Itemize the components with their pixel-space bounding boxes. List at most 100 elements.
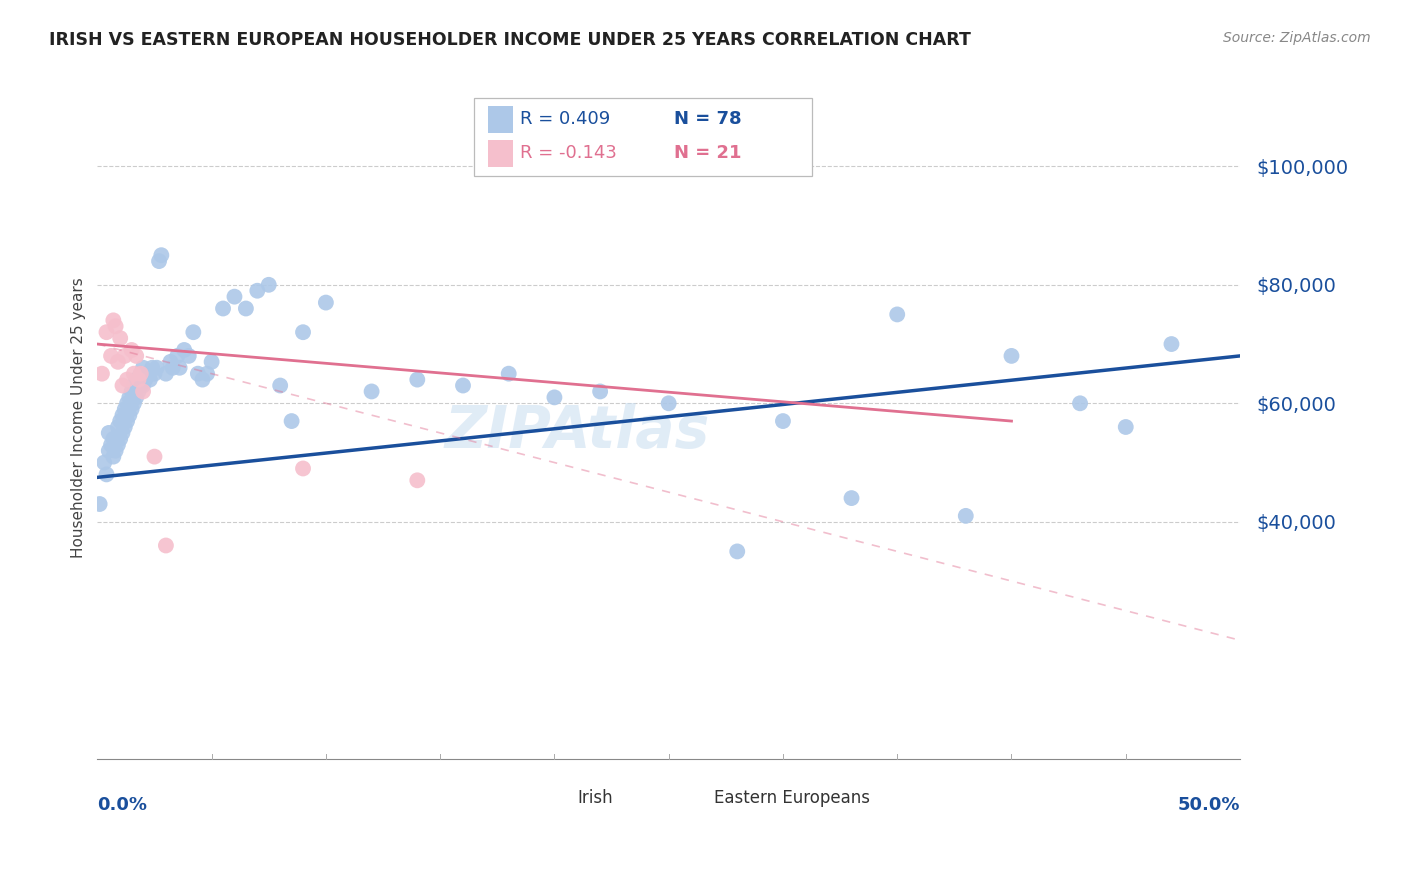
- Point: [183, 325, 205, 339]
- Point: [100, 438, 122, 452]
- Point: [104, 443, 127, 458]
- Point: [132, 378, 155, 392]
- Point: [134, 373, 156, 387]
- Point: [543, 390, 565, 404]
- Point: [1115, 420, 1137, 434]
- Point: [166, 349, 188, 363]
- Point: [132, 360, 155, 375]
- Point: [451, 378, 474, 392]
- Point: [589, 384, 612, 399]
- Point: [886, 307, 908, 321]
- Point: [115, 396, 138, 410]
- Point: [360, 384, 382, 399]
- Point: [498, 367, 520, 381]
- Point: [269, 378, 291, 392]
- Point: [150, 248, 173, 262]
- Point: [224, 290, 246, 304]
- Text: N = 78: N = 78: [675, 110, 742, 128]
- Point: [90, 367, 112, 381]
- Point: [122, 367, 145, 381]
- Point: [658, 396, 681, 410]
- Text: R = 0.409: R = 0.409: [520, 110, 610, 128]
- Point: [122, 378, 145, 392]
- Point: [104, 319, 127, 334]
- Point: [280, 414, 302, 428]
- Point: [114, 349, 136, 363]
- Point: [125, 349, 148, 363]
- Point: [93, 456, 115, 470]
- Point: [1000, 349, 1022, 363]
- Point: [89, 497, 111, 511]
- Point: [212, 301, 235, 316]
- Point: [141, 360, 163, 375]
- Point: [97, 443, 120, 458]
- Point: [1160, 337, 1182, 351]
- Point: [955, 508, 977, 523]
- Point: [136, 367, 159, 381]
- Point: [841, 491, 863, 505]
- Point: [108, 331, 131, 345]
- Point: [169, 360, 191, 375]
- FancyBboxPatch shape: [474, 98, 811, 177]
- Point: [162, 360, 184, 375]
- Point: [107, 438, 129, 452]
- Point: [148, 254, 170, 268]
- Point: [1069, 396, 1091, 410]
- Point: [127, 384, 149, 399]
- Point: [143, 367, 166, 381]
- Point: [115, 414, 138, 428]
- Point: [155, 539, 177, 553]
- Point: [115, 373, 138, 387]
- Point: [97, 425, 120, 440]
- Bar: [543, 789, 568, 806]
- Text: R = -0.143: R = -0.143: [520, 144, 617, 161]
- Point: [143, 450, 166, 464]
- Point: [146, 360, 169, 375]
- Point: [111, 408, 134, 422]
- Point: [191, 373, 214, 387]
- Point: [315, 295, 337, 310]
- Bar: [488, 106, 513, 133]
- Point: [139, 373, 162, 387]
- Point: [257, 277, 280, 292]
- Point: [108, 414, 131, 428]
- Point: [125, 390, 148, 404]
- Point: [292, 461, 315, 475]
- Point: [96, 325, 118, 339]
- Point: [103, 432, 125, 446]
- Point: [114, 420, 136, 434]
- Point: [187, 367, 209, 381]
- Point: [127, 373, 149, 387]
- Point: [107, 355, 129, 369]
- Point: [118, 408, 141, 422]
- Point: [292, 325, 315, 339]
- Text: Source: ZipAtlas.com: Source: ZipAtlas.com: [1223, 31, 1371, 45]
- Point: [173, 343, 195, 357]
- Point: [195, 367, 218, 381]
- Text: ZIPAtlas: ZIPAtlas: [444, 403, 710, 460]
- Point: [159, 355, 181, 369]
- Point: [406, 373, 429, 387]
- Bar: [681, 789, 706, 806]
- Text: Eastern Europeans: Eastern Europeans: [714, 789, 870, 807]
- Point: [129, 367, 152, 381]
- Point: [406, 473, 429, 487]
- Point: [129, 367, 152, 381]
- Point: [246, 284, 269, 298]
- Point: [127, 373, 149, 387]
- Point: [103, 450, 125, 464]
- Point: [103, 313, 125, 327]
- Point: [155, 367, 177, 381]
- Point: [100, 349, 122, 363]
- Point: [118, 390, 141, 404]
- Point: [108, 432, 131, 446]
- Point: [235, 301, 257, 316]
- Point: [201, 355, 224, 369]
- Point: [177, 349, 200, 363]
- Point: [111, 378, 134, 392]
- Text: 50.0%: 50.0%: [1178, 797, 1240, 814]
- Point: [125, 373, 148, 387]
- Text: N = 21: N = 21: [675, 144, 742, 161]
- Text: 0.0%: 0.0%: [97, 797, 148, 814]
- Text: Irish: Irish: [578, 789, 613, 807]
